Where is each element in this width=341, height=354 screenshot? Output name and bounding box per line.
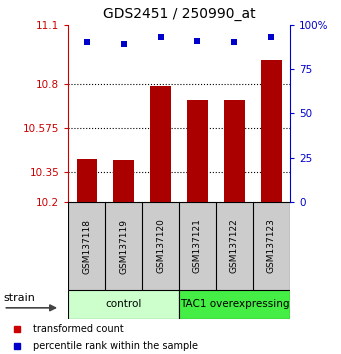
Text: GSM137119: GSM137119 [119,218,128,274]
Title: GDS2451 / 250990_at: GDS2451 / 250990_at [103,7,255,21]
Point [84,40,89,45]
Bar [150,86,171,202]
Text: GSM137122: GSM137122 [230,219,239,273]
Bar [179,290,290,319]
Point [158,34,163,40]
Point [195,38,200,44]
Bar [261,60,282,202]
Text: strain: strain [3,293,35,303]
Bar [68,290,179,319]
Point [121,41,127,47]
Text: transformed count: transformed count [33,324,124,333]
Text: GSM137118: GSM137118 [82,218,91,274]
Text: GSM137123: GSM137123 [267,218,276,274]
Bar [76,159,97,202]
Text: GSM137120: GSM137120 [156,218,165,274]
Bar [224,99,244,202]
Text: control: control [105,299,142,309]
Text: TAC1 overexpressing: TAC1 overexpressing [180,299,289,309]
Bar [114,160,134,202]
Point [232,40,237,45]
Point [269,34,274,40]
Bar [187,99,208,202]
Text: percentile rank within the sample: percentile rank within the sample [33,341,198,351]
Text: GSM137121: GSM137121 [193,218,202,274]
